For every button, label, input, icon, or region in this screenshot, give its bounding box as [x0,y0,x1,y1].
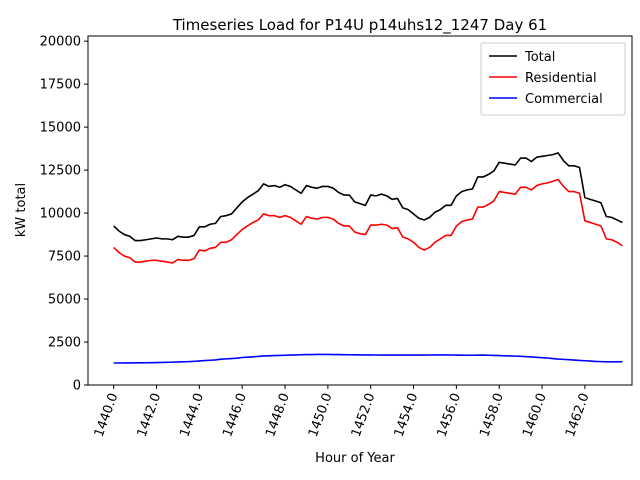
y-tick-label: 0 [73,379,81,394]
legend-label-total: Total [524,50,555,65]
x-tick-label: 1458.0 [477,391,507,439]
y-tick-label: 17500 [40,78,81,93]
series-line-commercial [113,353,623,364]
plot-frame [87,35,633,386]
series-layer [113,152,623,364]
x-tick-label: 1452.0 [349,391,379,439]
x-tick-label: 1446.0 [220,391,250,439]
x-tick-label: 1456.0 [434,391,464,439]
y-tick-label: 12500 [40,164,81,179]
legend-label-commercial: Commercial [525,92,603,107]
y-tick-label: 15000 [40,121,81,136]
y-axis-label: kW total [14,183,29,237]
y-tick-label: 7500 [48,250,81,265]
legend: Total Residential Commercial [480,42,626,116]
x-tick-label: 1454.0 [392,391,422,439]
chart-title: Timeseries Load for P14U p14uhs12_1247 D… [172,16,547,35]
x-tick-label: 1440.0 [92,391,122,439]
y-axis: 0 2500 5000 7500 10000 12500 15000 17500 20000 [40,35,88,394]
series-line-residential [113,178,623,264]
x-tick-label: 1444.0 [177,391,207,439]
x-tick-label: 1460.0 [520,391,550,439]
x-axis: 1440.0 1442.0 1444.0 1446.0 1448.0 1450.0 1452… [92,385,593,439]
series-line-total [113,152,623,242]
y-tick-label: 2500 [48,336,81,351]
y-tick-label: 5000 [48,293,81,308]
legend-label-residential: Residential [525,71,597,86]
y-tick-label: 20000 [40,35,81,50]
x-tick-label: 1462.0 [563,391,593,439]
x-axis-label: Hour of Year [315,451,395,466]
x-tick-label: 1448.0 [263,391,293,439]
x-tick-label: 1450.0 [306,391,336,439]
y-tick-label: 10000 [40,207,81,222]
legend-box [480,42,626,116]
x-tick-label: 1442.0 [135,391,165,439]
